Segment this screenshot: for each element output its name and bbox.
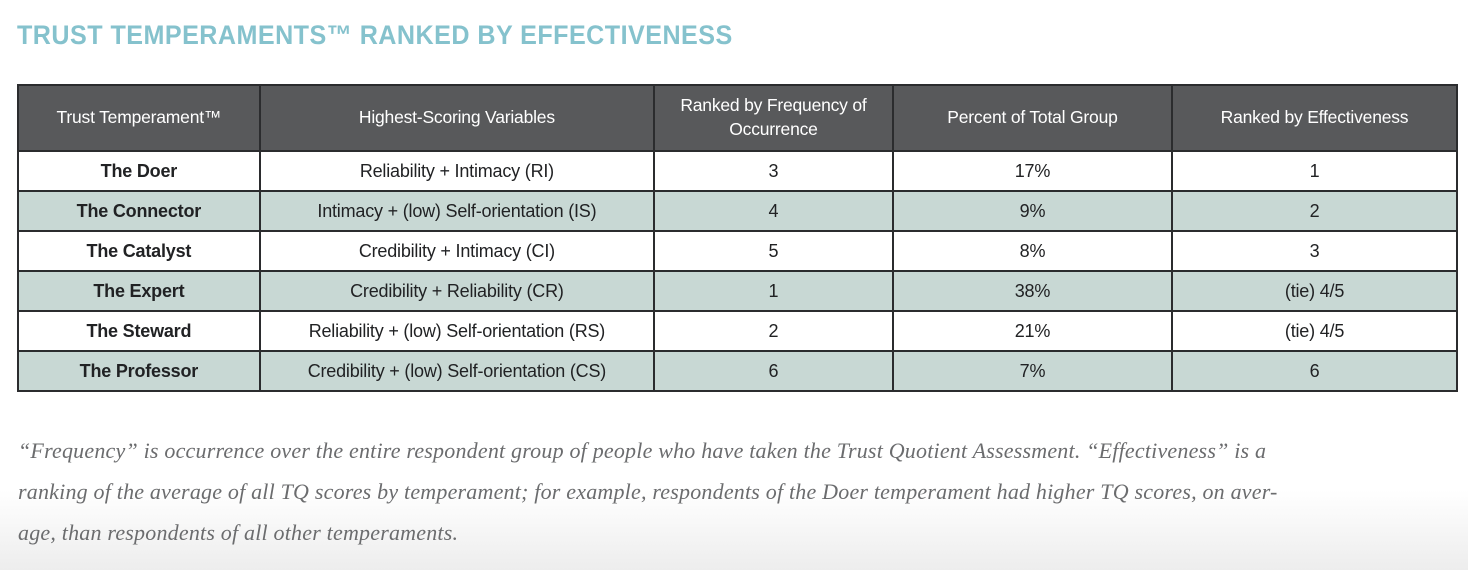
cell-variables: Credibility + Reliability (CR) (258, 270, 656, 312)
cell-variables: Intimacy + (low) Self-orientation (IS) (258, 190, 656, 232)
cell-temperament: The Steward (17, 310, 261, 352)
table-row-steward: The Steward Reliability + (low) Self-ori… (17, 310, 1458, 352)
trust-temperaments-table: Trust Temperament™ Highest-Scoring Varia… (17, 84, 1458, 392)
cell-effectiveness-rank: 6 (1171, 350, 1458, 392)
col-header-ranked-by-effectiveness: Ranked by Effectiveness (1171, 84, 1458, 152)
cell-effectiveness-rank: (tie) 4/5 (1171, 270, 1458, 312)
col-header-trust-temperament: Trust Temperament™ (17, 84, 261, 152)
cell-variables: Reliability + (low) Self-orientation (RS… (258, 310, 656, 352)
table-row-connector: The Connector Intimacy + (low) Self-orie… (17, 190, 1458, 232)
footnote: “Frequency” is occurrence over the entir… (18, 430, 1453, 553)
cell-temperament: The Professor (17, 350, 261, 392)
cell-frequency-rank: 6 (653, 350, 894, 392)
col-header-ranked-by-frequency: Ranked by Frequency of Occurrence (653, 84, 894, 152)
cell-percent: 38% (891, 270, 1174, 312)
footnote-line: age, than respondents of all other tempe… (18, 520, 459, 545)
cell-percent: 9% (891, 190, 1174, 232)
table-row-professor: The Professor Credibility + (low) Self-o… (17, 350, 1458, 392)
cell-effectiveness-rank: (tie) 4/5 (1171, 310, 1458, 352)
cell-frequency-rank: 5 (653, 230, 894, 272)
cell-variables: Credibility + Intimacy (CI) (258, 230, 656, 272)
cell-temperament: The Doer (17, 150, 261, 192)
cell-percent: 17% (891, 150, 1174, 192)
cell-effectiveness-rank: 3 (1171, 230, 1458, 272)
cell-percent: 8% (891, 230, 1174, 272)
cell-frequency-rank: 1 (653, 270, 894, 312)
cell-temperament: The Catalyst (17, 230, 261, 272)
footnote-line: ranking of the average of all TQ scores … (18, 479, 1278, 504)
cell-frequency-rank: 4 (653, 190, 894, 232)
page-title: TRUST TEMPERAMENTS™ RANKED BY EFFECTIVEN… (17, 20, 733, 50)
footnote-line: “Frequency” is occurrence over the entir… (18, 438, 1267, 463)
table-row-expert: The Expert Credibility + Reliability (CR… (17, 270, 1458, 312)
table-row-catalyst: The Catalyst Credibility + Intimacy (CI)… (17, 230, 1458, 272)
cell-variables: Reliability + Intimacy (RI) (258, 150, 656, 192)
col-header-highest-scoring-variables: Highest-Scoring Variables (258, 84, 656, 152)
cell-percent: 21% (891, 310, 1174, 352)
cell-temperament: The Connector (17, 190, 261, 232)
cell-variables: Credibility + (low) Self-orientation (CS… (258, 350, 656, 392)
table-header-row: Trust Temperament™ Highest-Scoring Varia… (17, 84, 1458, 152)
cell-frequency-rank: 2 (653, 310, 894, 352)
cell-effectiveness-rank: 1 (1171, 150, 1458, 192)
cell-frequency-rank: 3 (653, 150, 894, 192)
col-header-percent-of-total-group: Percent of Total Group (891, 84, 1174, 152)
cell-percent: 7% (891, 350, 1174, 392)
cell-temperament: The Expert (17, 270, 261, 312)
table-row-doer: The Doer Reliability + Intimacy (RI) 3 1… (17, 150, 1458, 192)
cell-effectiveness-rank: 2 (1171, 190, 1458, 232)
